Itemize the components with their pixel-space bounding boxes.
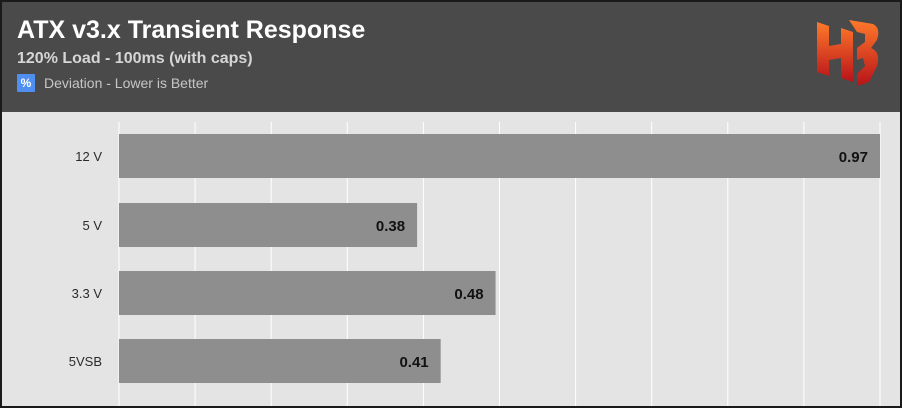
category-label: 5 V bbox=[82, 218, 102, 233]
bar bbox=[119, 134, 880, 178]
chart-title: ATX v3.x Transient Response bbox=[17, 16, 366, 44]
chart-header: ATX v3.x Transient Response 120% Load - … bbox=[2, 2, 900, 112]
logo-h-shape bbox=[817, 22, 853, 82]
category-label: 5VSB bbox=[69, 354, 102, 369]
value-label: 0.38 bbox=[376, 218, 405, 235]
value-label: 0.48 bbox=[454, 286, 483, 303]
chart-legend: % Deviation - Lower is Better bbox=[17, 74, 208, 92]
value-label: 0.97 bbox=[839, 149, 868, 166]
bar bbox=[119, 271, 496, 315]
bar bbox=[119, 339, 441, 383]
logo-b-shape bbox=[849, 20, 879, 86]
category-labels: 12 V 5 V 3.3 V 5VSB bbox=[69, 149, 103, 369]
value-label: 0.41 bbox=[399, 354, 428, 371]
category-label: 12 V bbox=[75, 149, 102, 164]
value-labels: 0.97 0.38 0.48 0.41 bbox=[376, 149, 868, 371]
legend-label: Deviation - Lower is Better bbox=[44, 75, 209, 91]
bar bbox=[119, 203, 418, 247]
percent-icon: % bbox=[17, 74, 35, 92]
hb-logo-icon bbox=[817, 20, 879, 86]
chart-subtitle: 120% Load - 100ms (with caps) bbox=[17, 50, 253, 67]
bar-series bbox=[119, 134, 880, 383]
category-label: 3.3 V bbox=[72, 286, 103, 301]
